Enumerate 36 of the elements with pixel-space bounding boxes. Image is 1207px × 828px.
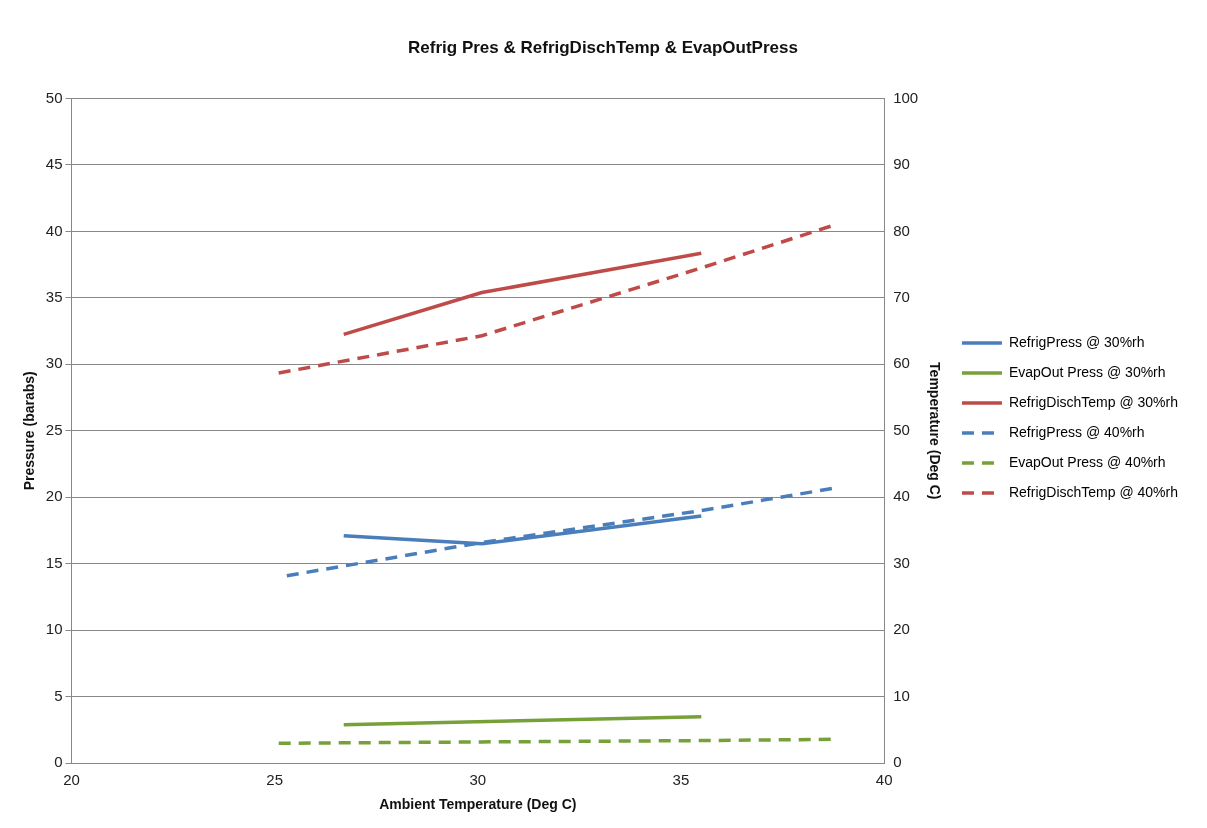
legend-label: EvapOut Press @ 40%rh xyxy=(1008,453,1166,470)
legend-label: RefrigDischTemp @ 40%rh xyxy=(1008,483,1178,500)
y2-tick-label: 90 xyxy=(893,155,910,173)
y-tick-label: 50 xyxy=(45,88,63,106)
x-tick-label: 30 xyxy=(469,771,487,789)
y2-tick-label: 80 xyxy=(893,221,910,239)
y-tick-label: 0 xyxy=(54,753,63,771)
x-tick-label: 40 xyxy=(875,771,893,789)
y2-tick-label: 30 xyxy=(893,553,910,571)
y2-tick-label: 20 xyxy=(893,620,910,638)
y2-tick-label: 60 xyxy=(893,354,910,372)
x-axis-title: Ambient Temperature (Deg C) xyxy=(379,796,577,813)
y-tick-label: 40 xyxy=(45,221,63,239)
y-tick-label: 45 xyxy=(45,155,63,173)
legend-label: RefrigPress @ 30%rh xyxy=(1008,333,1145,350)
y-tick-label: 15 xyxy=(45,553,63,571)
y2-tick-label: 50 xyxy=(893,420,910,438)
y-tick-label: 5 xyxy=(54,686,63,704)
y2-tick-label: 40 xyxy=(893,487,910,505)
y-tick-label: 35 xyxy=(45,287,63,305)
y-tick-label: 25 xyxy=(45,420,63,438)
legend-label: RefrigDischTemp @ 30%rh xyxy=(1008,393,1178,410)
y-tick-label: 10 xyxy=(45,620,63,638)
y2-tick-label: 70 xyxy=(893,287,910,305)
y2-tick-label: 100 xyxy=(893,88,919,106)
y2-tick-label: 0 xyxy=(893,753,902,771)
y-tick-label: 30 xyxy=(45,354,63,372)
legend-label: EvapOut Press @ 30%rh xyxy=(1008,363,1166,380)
x-tick-label: 25 xyxy=(266,771,283,789)
legend-label: RefrigPress @ 40%rh xyxy=(1008,423,1145,440)
y2-tick-label: 10 xyxy=(893,686,910,704)
chart-title: Refrig Pres & RefrigDischTemp & EvapOutPress xyxy=(408,37,798,57)
y2-axis-title: Temperature (Deg C) xyxy=(926,362,943,500)
x-tick-label: 35 xyxy=(672,771,690,789)
y-axis-title: Pressure (barabs) xyxy=(21,371,38,491)
y-tick-label: 20 xyxy=(45,487,63,505)
